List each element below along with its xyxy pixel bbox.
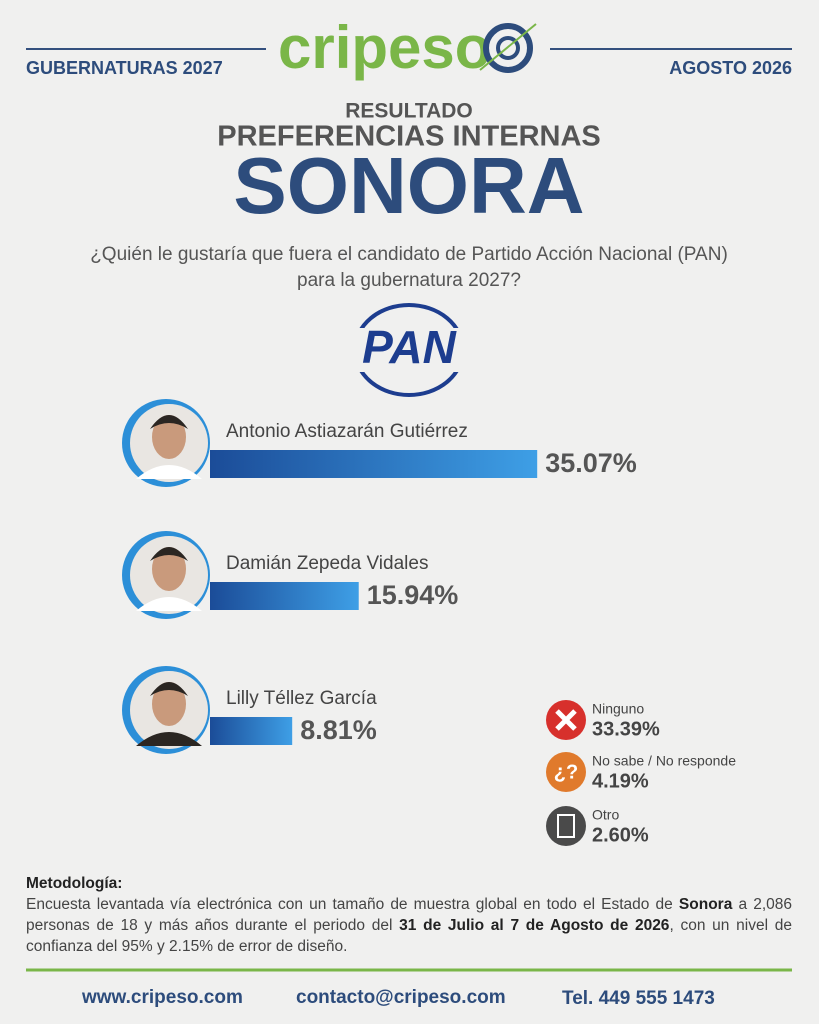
answer-icon-x (555, 709, 577, 731)
logo-target (479, 23, 537, 73)
photo-hair (150, 415, 188, 429)
answer-value: 4.19% (592, 770, 649, 792)
question: ¿Quién le gustaría que fuera el candidat… (90, 244, 728, 265)
footer-email: contacto@cripeso.com (296, 987, 506, 1008)
title: SONORA (233, 141, 584, 230)
methodology-text: 31 de Julio al 7 de Agosto de 2026 (399, 917, 670, 934)
logo: cripeso (278, 14, 491, 81)
methodology-text: Encuesta levantada vía electrónica con u… (26, 896, 679, 913)
answer-icon (546, 806, 586, 846)
bar (210, 450, 538, 478)
party-logo: PAN (362, 321, 456, 373)
answer-icon-text: ¿? (554, 761, 578, 783)
methodology-text: a 2,086 personas de 18 y más años durant… (26, 896, 792, 934)
party-band (348, 328, 470, 372)
value-label: 35.07% (545, 448, 637, 478)
answer-label: No sabe / No responde (592, 753, 736, 769)
answer-value: 33.39% (592, 718, 660, 740)
candidate-name: Antonio Astiazarán Gutiérrez (226, 421, 468, 442)
answer-label: Otro (592, 807, 619, 823)
photo-hair (150, 547, 188, 561)
methodology-text: Sonora (678, 896, 733, 913)
photo-hair (150, 682, 188, 696)
photo-body (136, 597, 202, 611)
value-label: 15.94% (367, 580, 459, 610)
candidate-name: Damián Zepeda Vidales (226, 553, 428, 574)
subtitle: PREFERENCIAS INTERNAS (217, 121, 601, 153)
photo-body (136, 465, 202, 479)
answer-label: Ninguno (592, 701, 644, 717)
header-right: AGOSTO 2026 (669, 58, 792, 78)
photo-face (152, 682, 186, 726)
methodology: Metodología: Encuesta levantada vía elec… (26, 873, 792, 957)
bar (210, 717, 293, 745)
bar (210, 582, 359, 610)
methodology-heading: Metodología: (26, 875, 123, 892)
photo-face (152, 415, 186, 459)
candidate-name: Lilly Téllez García (226, 688, 377, 709)
footer-web: www.cripeso.com (81, 987, 243, 1008)
kicker: RESULTADO (345, 100, 473, 123)
question: para la gubernatura 2027? (297, 270, 521, 291)
answer-value: 2.60% (592, 824, 649, 846)
photo-face (152, 547, 186, 591)
answer-icon-doc (557, 814, 575, 838)
value-label: 8.81% (300, 715, 377, 745)
answer-icon (546, 752, 586, 792)
footer-phone: Tel. 449 555 1473 (562, 988, 715, 1009)
header-left: GUBERNATURAS 2027 (26, 58, 223, 78)
methodology-text: , con un nivel de confianza del 95% y 2.… (26, 917, 792, 955)
photo-body (136, 732, 202, 746)
